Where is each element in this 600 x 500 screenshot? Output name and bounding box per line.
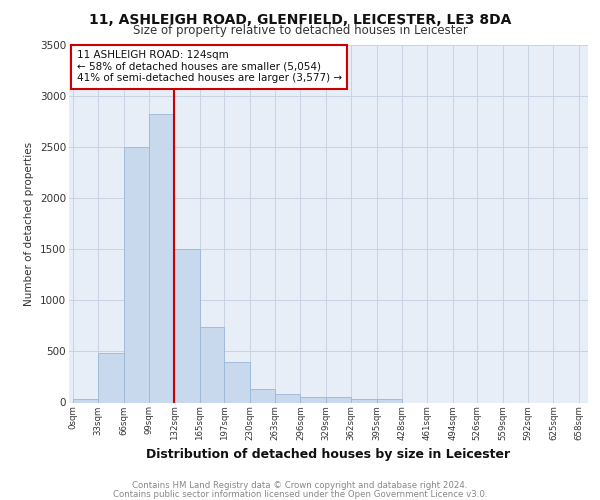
Bar xyxy=(98,354,124,403)
Bar xyxy=(73,400,98,402)
X-axis label: Distribution of detached houses by size in Leicester: Distribution of detached houses by size … xyxy=(146,448,511,462)
Text: Size of property relative to detached houses in Leicester: Size of property relative to detached ho… xyxy=(133,24,467,37)
Text: 11, ASHLEIGH ROAD, GLENFIELD, LEICESTER, LE3 8DA: 11, ASHLEIGH ROAD, GLENFIELD, LEICESTER,… xyxy=(89,12,511,26)
Y-axis label: Number of detached properties: Number of detached properties xyxy=(25,142,34,306)
Bar xyxy=(200,327,224,402)
Text: Contains public sector information licensed under the Open Government Licence v3: Contains public sector information licen… xyxy=(113,490,487,499)
Bar xyxy=(124,147,149,403)
Text: 11 ASHLEIGH ROAD: 124sqm
← 58% of detached houses are smaller (5,054)
41% of sem: 11 ASHLEIGH ROAD: 124sqm ← 58% of detach… xyxy=(77,50,342,84)
Bar xyxy=(275,394,301,402)
Bar xyxy=(351,399,377,402)
Bar xyxy=(149,114,175,403)
Bar xyxy=(250,389,275,402)
Bar xyxy=(326,398,351,402)
Text: Contains HM Land Registry data © Crown copyright and database right 2024.: Contains HM Land Registry data © Crown c… xyxy=(132,481,468,490)
Bar xyxy=(377,400,402,402)
Bar xyxy=(224,362,250,403)
Bar xyxy=(301,398,326,402)
Bar xyxy=(175,250,200,402)
